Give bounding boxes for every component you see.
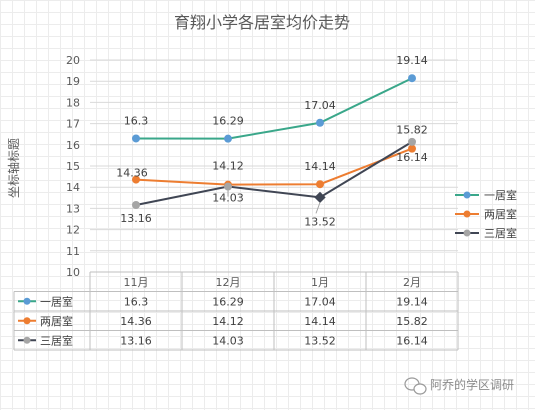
- data-label: 14.36: [116, 167, 148, 180]
- y-tick-label: 13: [66, 202, 80, 215]
- data-label: 14.14: [304, 160, 336, 173]
- table-cell: 16.3: [124, 296, 149, 309]
- data-label: 16.14: [396, 151, 428, 164]
- y-axis-title: 坐标轴标题: [6, 138, 21, 198]
- watermark: 阿乔的学区调研: [404, 377, 514, 395]
- y-tick-label: 18: [66, 96, 80, 109]
- legend-marker: [463, 210, 471, 218]
- data-point: [132, 201, 140, 210]
- table-cell: 16.29: [212, 296, 244, 309]
- data-point: [314, 191, 326, 204]
- y-tick-label: 17: [66, 118, 80, 131]
- y-tick-label: 20: [66, 54, 80, 67]
- table-cell: 14.36: [120, 315, 152, 328]
- table-cell: 19.14: [396, 296, 428, 309]
- series-line: [135, 147, 413, 186]
- table-cell: 14.14: [304, 315, 336, 328]
- legend-label: 两居室: [484, 207, 517, 221]
- data-label: 15.82: [396, 124, 428, 137]
- data-point: [224, 134, 232, 143]
- data-point: [132, 175, 140, 184]
- data-point: [316, 180, 324, 189]
- y-tick-label: 10: [66, 266, 80, 279]
- y-tick-label: 12: [66, 224, 80, 237]
- series-line: [135, 140, 413, 206]
- legend-marker: [463, 191, 471, 199]
- data-label: 14.12: [212, 160, 244, 173]
- table-cell: 13.16: [120, 335, 152, 348]
- legend-label: 一居室: [484, 188, 517, 202]
- data-point: [224, 182, 232, 191]
- data-label: 16.29: [212, 115, 244, 128]
- label-leader: [315, 202, 321, 214]
- data-label: 19.14: [396, 54, 428, 67]
- data-label: 14.03: [212, 192, 244, 205]
- series-line: [135, 77, 413, 140]
- series-3: 13.16 14.03 13.52 16.14: [120, 137, 428, 228]
- table-cell: 17.04: [304, 296, 336, 309]
- table-series-name: 三居室: [40, 334, 73, 348]
- wechat-icon: [404, 377, 427, 395]
- data-point: [408, 74, 416, 83]
- legend-item: 两居室: [455, 207, 517, 221]
- data-label: 17.04: [304, 99, 336, 112]
- data-point: [132, 134, 140, 143]
- x-tick-label: 1月: [311, 276, 329, 289]
- x-tick-label: 12月: [216, 276, 241, 289]
- table-cell: 15.82: [396, 315, 428, 328]
- watermark-text: 阿乔的学区调研: [430, 377, 514, 392]
- y-tick-label: 15: [66, 160, 80, 173]
- table-cell: 13.52: [304, 335, 336, 348]
- data-label: 13.52: [304, 215, 336, 228]
- data-point: [408, 144, 416, 153]
- data-point: [408, 137, 416, 146]
- chart-title: 育翔小学各居室均价走势: [174, 13, 350, 32]
- plot-area: 10 11 12 13 14 15 16 17 18 19 20 16.3 16.29 17.04 19.1…: [66, 54, 458, 279]
- data-point: [316, 118, 324, 127]
- table-series-name: 两居室: [40, 314, 73, 328]
- y-tick-label: 14: [66, 181, 80, 194]
- table-cell: 16.14: [396, 335, 428, 348]
- table-legend-key: [18, 336, 36, 344]
- legend-marker: [463, 229, 471, 237]
- series-1: 16.3 16.29 17.04 19.14: [124, 54, 428, 143]
- series-2: 14.36 14.12 14.14 15.82: [116, 124, 428, 189]
- y-tick-label: 19: [66, 75, 80, 88]
- table-cell: 14.12: [212, 315, 244, 328]
- x-tick-label: 2月: [403, 276, 421, 289]
- x-tick-label: 11月: [124, 276, 149, 289]
- table-series-name: 一居室: [40, 295, 73, 309]
- table-legend-key: [18, 297, 36, 305]
- y-tick-label: 11: [66, 245, 80, 258]
- legend-item: 一居室: [455, 188, 517, 202]
- legend-item: 三居室: [455, 226, 517, 240]
- table-legend-key: [18, 317, 36, 325]
- table-cell: 14.03: [212, 335, 244, 348]
- data-label: 13.16: [120, 212, 152, 225]
- data-label: 16.3: [124, 114, 149, 127]
- y-tick-label: 16: [66, 139, 80, 152]
- legend-label: 三居室: [484, 226, 517, 240]
